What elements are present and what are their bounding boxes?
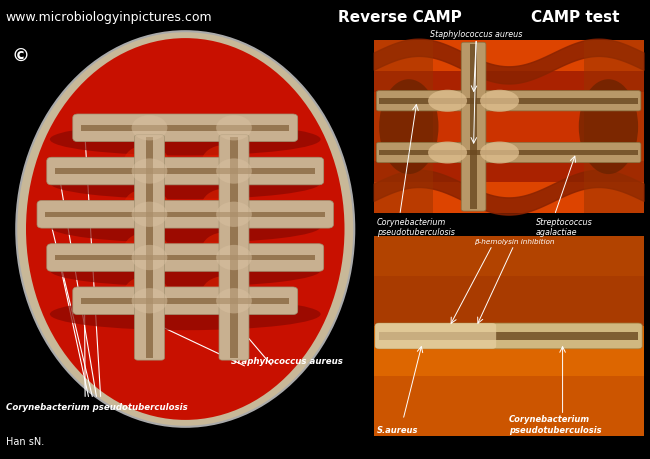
Text: ©: © <box>12 48 30 66</box>
Ellipse shape <box>216 116 252 141</box>
Ellipse shape <box>26 39 345 420</box>
Bar <box>230 138 238 358</box>
Text: Streptococcus
agalactiae: Streptococcus agalactiae <box>536 217 592 236</box>
Text: CAMP test: CAMP test <box>531 10 619 25</box>
Text: www.microbiologyinpictures.com: www.microbiologyinpictures.com <box>5 11 212 24</box>
Bar <box>81 126 289 131</box>
Ellipse shape <box>428 142 467 164</box>
Text: S.aureus: S.aureus <box>377 425 419 434</box>
Ellipse shape <box>16 32 354 427</box>
FancyBboxPatch shape <box>73 287 298 315</box>
Ellipse shape <box>202 189 247 224</box>
Bar <box>374 276 644 326</box>
FancyBboxPatch shape <box>219 135 249 360</box>
Ellipse shape <box>202 276 247 311</box>
Ellipse shape <box>50 255 320 287</box>
Bar <box>584 41 644 213</box>
Ellipse shape <box>578 80 638 175</box>
Ellipse shape <box>202 146 247 180</box>
FancyBboxPatch shape <box>376 91 641 112</box>
Bar <box>471 45 477 210</box>
Bar <box>374 41 644 213</box>
Ellipse shape <box>216 159 252 184</box>
Bar <box>374 162 644 182</box>
FancyBboxPatch shape <box>462 43 486 212</box>
Ellipse shape <box>131 288 168 314</box>
Ellipse shape <box>50 298 320 330</box>
Ellipse shape <box>428 90 467 112</box>
Ellipse shape <box>50 124 320 156</box>
Bar <box>374 236 644 326</box>
Text: Reverse CAMP: Reverse CAMP <box>338 10 462 25</box>
Bar <box>374 182 644 213</box>
Ellipse shape <box>124 233 169 267</box>
Ellipse shape <box>379 80 439 175</box>
Bar <box>374 41 644 72</box>
FancyBboxPatch shape <box>47 244 324 272</box>
Bar <box>374 236 644 436</box>
Ellipse shape <box>124 276 169 311</box>
Text: β-hemolysin inhibition: β-hemolysin inhibition <box>474 239 554 245</box>
Bar <box>46 212 325 218</box>
Ellipse shape <box>131 116 168 141</box>
Ellipse shape <box>480 90 519 112</box>
Bar <box>55 255 315 261</box>
Bar <box>374 41 433 213</box>
Ellipse shape <box>124 189 169 224</box>
Ellipse shape <box>202 233 247 267</box>
FancyBboxPatch shape <box>47 158 324 185</box>
Ellipse shape <box>131 159 168 184</box>
Ellipse shape <box>480 142 519 164</box>
Text: Staphylococcus aureus: Staphylococcus aureus <box>231 356 343 365</box>
FancyBboxPatch shape <box>375 323 496 349</box>
Bar <box>55 169 315 174</box>
Bar <box>374 326 644 376</box>
Ellipse shape <box>50 168 320 200</box>
Bar <box>379 99 638 104</box>
Bar <box>374 236 644 276</box>
Bar <box>374 376 644 436</box>
Text: Corynebacterium pseudotuberculosis: Corynebacterium pseudotuberculosis <box>6 402 188 411</box>
Bar <box>146 138 153 358</box>
FancyBboxPatch shape <box>376 143 641 163</box>
Bar <box>374 72 644 93</box>
FancyBboxPatch shape <box>37 201 333 229</box>
FancyBboxPatch shape <box>375 323 642 349</box>
Ellipse shape <box>216 245 252 271</box>
Ellipse shape <box>50 211 320 243</box>
Ellipse shape <box>216 202 252 227</box>
Text: Staphylococcus aureus: Staphylococcus aureus <box>430 30 523 39</box>
Ellipse shape <box>131 202 168 227</box>
Ellipse shape <box>124 146 169 180</box>
Bar <box>81 298 289 304</box>
Ellipse shape <box>131 245 168 271</box>
Text: Han sN.: Han sN. <box>6 436 45 446</box>
Bar <box>374 93 644 162</box>
FancyBboxPatch shape <box>73 115 298 142</box>
Ellipse shape <box>216 288 252 314</box>
Text: Corynebacterium
pseudotuberculosis: Corynebacterium pseudotuberculosis <box>508 414 601 434</box>
Text: Corynebacterium
pseudotuberculosis: Corynebacterium pseudotuberculosis <box>377 217 455 236</box>
Bar <box>379 332 638 340</box>
FancyBboxPatch shape <box>135 135 164 360</box>
Bar <box>379 151 638 156</box>
